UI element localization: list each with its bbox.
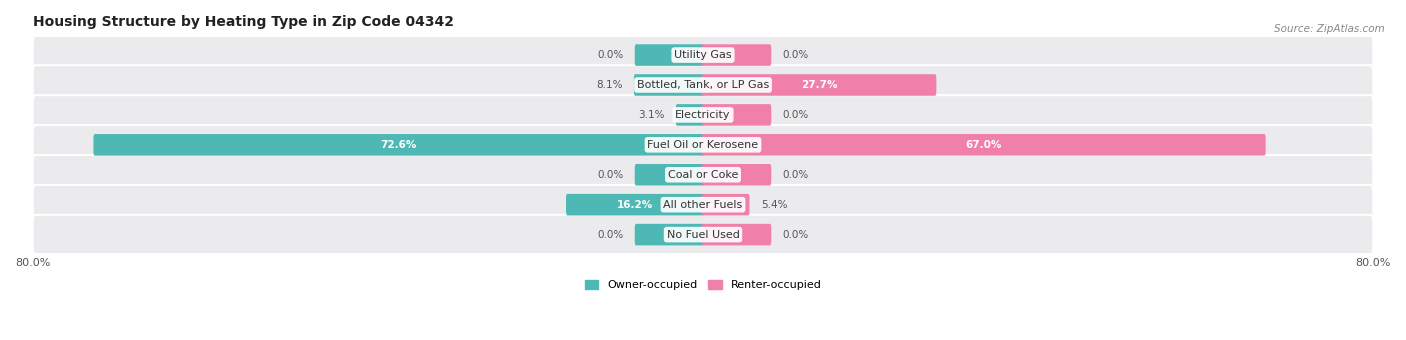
Text: Coal or Coke: Coal or Coke bbox=[668, 170, 738, 180]
FancyBboxPatch shape bbox=[32, 35, 1374, 75]
Text: 5.4%: 5.4% bbox=[761, 200, 787, 210]
Text: Fuel Oil or Kerosene: Fuel Oil or Kerosene bbox=[647, 140, 759, 150]
Text: Electricity: Electricity bbox=[675, 110, 731, 120]
Text: 0.0%: 0.0% bbox=[598, 230, 623, 240]
Text: Source: ZipAtlas.com: Source: ZipAtlas.com bbox=[1274, 24, 1385, 34]
Text: Utility Gas: Utility Gas bbox=[675, 50, 731, 60]
Legend: Owner-occupied, Renter-occupied: Owner-occupied, Renter-occupied bbox=[581, 275, 825, 294]
FancyBboxPatch shape bbox=[32, 215, 1374, 254]
FancyBboxPatch shape bbox=[702, 134, 1265, 156]
FancyBboxPatch shape bbox=[32, 155, 1374, 194]
Text: 16.2%: 16.2% bbox=[617, 200, 654, 210]
FancyBboxPatch shape bbox=[634, 44, 704, 66]
FancyBboxPatch shape bbox=[676, 104, 704, 126]
FancyBboxPatch shape bbox=[32, 185, 1374, 224]
Text: 0.0%: 0.0% bbox=[598, 50, 623, 60]
Text: 0.0%: 0.0% bbox=[783, 110, 808, 120]
FancyBboxPatch shape bbox=[32, 65, 1374, 105]
FancyBboxPatch shape bbox=[32, 125, 1374, 165]
Text: 0.0%: 0.0% bbox=[783, 230, 808, 240]
Text: 0.0%: 0.0% bbox=[783, 50, 808, 60]
FancyBboxPatch shape bbox=[702, 44, 772, 66]
Text: 8.1%: 8.1% bbox=[596, 80, 623, 90]
Text: 0.0%: 0.0% bbox=[783, 170, 808, 180]
FancyBboxPatch shape bbox=[702, 224, 772, 245]
FancyBboxPatch shape bbox=[93, 134, 704, 156]
FancyBboxPatch shape bbox=[702, 104, 772, 126]
Text: 72.6%: 72.6% bbox=[381, 140, 418, 150]
Text: All other Fuels: All other Fuels bbox=[664, 200, 742, 210]
FancyBboxPatch shape bbox=[32, 95, 1374, 135]
FancyBboxPatch shape bbox=[567, 194, 704, 216]
FancyBboxPatch shape bbox=[702, 74, 936, 96]
Text: No Fuel Used: No Fuel Used bbox=[666, 230, 740, 240]
FancyBboxPatch shape bbox=[702, 164, 772, 186]
Text: Bottled, Tank, or LP Gas: Bottled, Tank, or LP Gas bbox=[637, 80, 769, 90]
FancyBboxPatch shape bbox=[634, 164, 704, 186]
FancyBboxPatch shape bbox=[634, 74, 704, 96]
Text: 27.7%: 27.7% bbox=[801, 80, 838, 90]
Text: 67.0%: 67.0% bbox=[966, 140, 1002, 150]
Text: 0.0%: 0.0% bbox=[598, 170, 623, 180]
FancyBboxPatch shape bbox=[702, 194, 749, 216]
Text: 3.1%: 3.1% bbox=[638, 110, 665, 120]
Text: Housing Structure by Heating Type in Zip Code 04342: Housing Structure by Heating Type in Zip… bbox=[32, 15, 454, 29]
FancyBboxPatch shape bbox=[634, 224, 704, 245]
